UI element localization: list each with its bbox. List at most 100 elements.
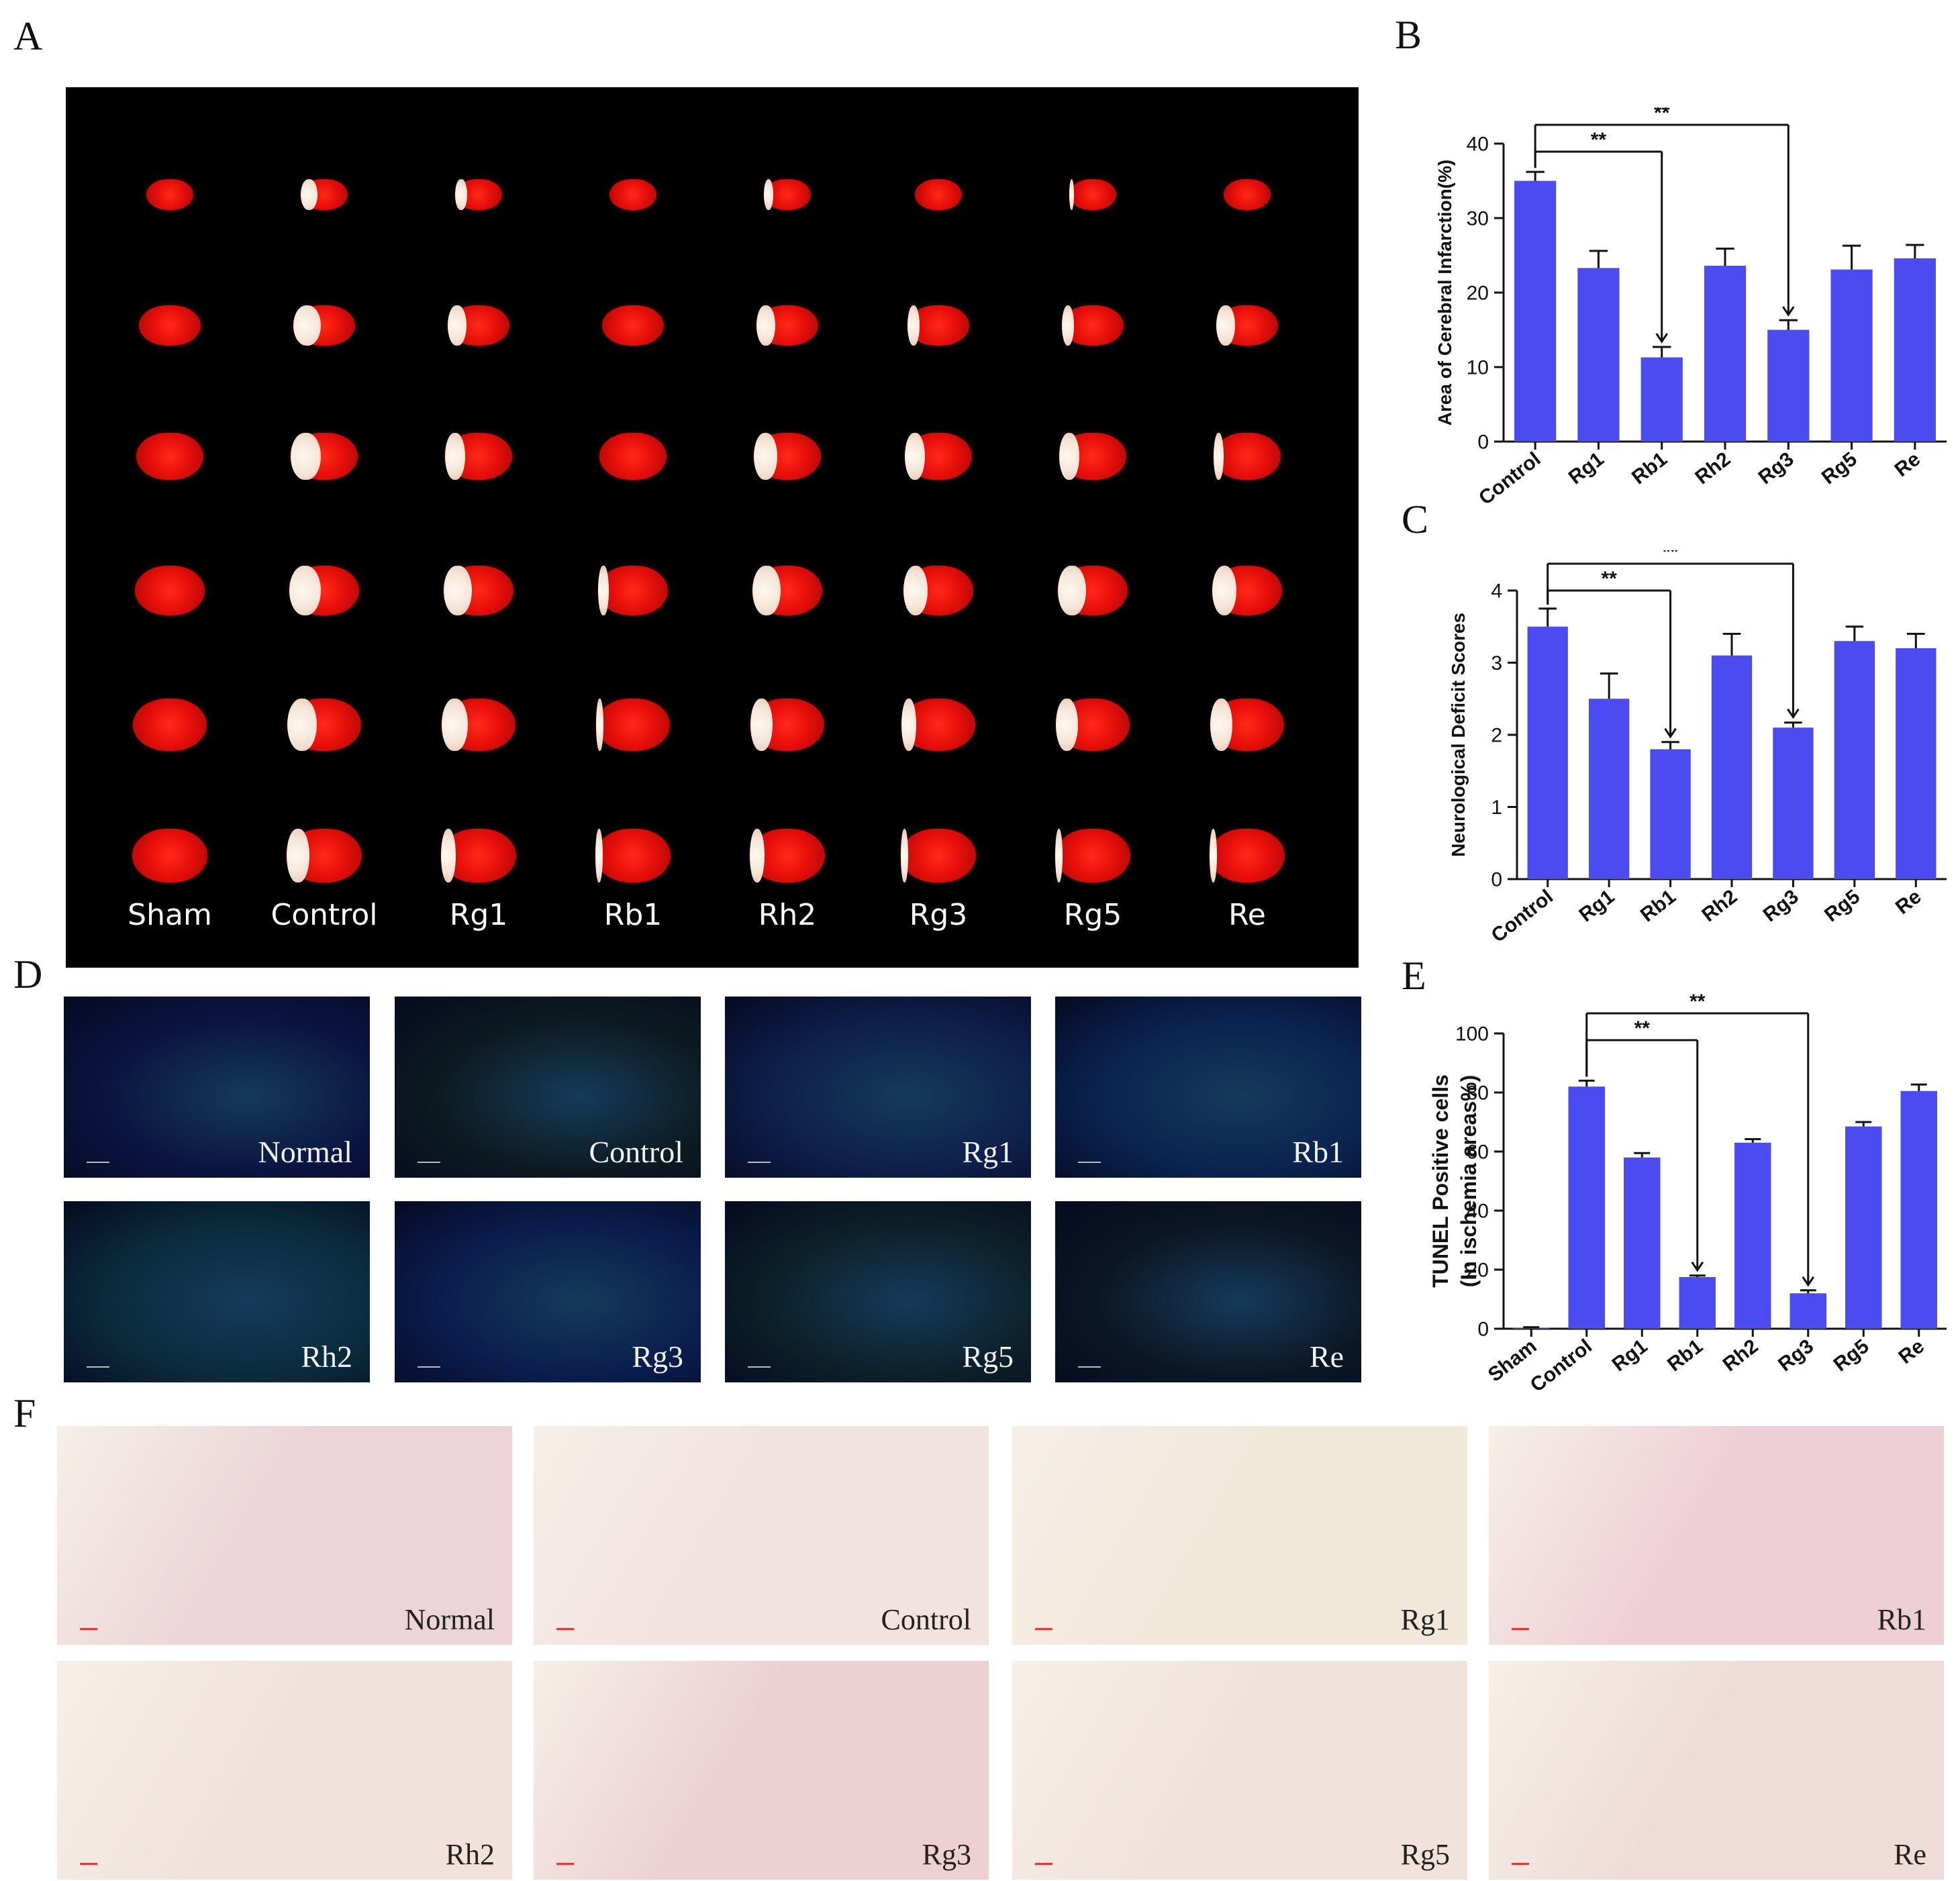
infarct-region: [764, 179, 773, 210]
infarct-region: [901, 699, 916, 751]
ttc-group-label: Rg5: [1063, 898, 1122, 932]
infarct-region: [903, 566, 928, 615]
y-tick-label: 80: [1467, 1082, 1489, 1105]
scale-bar: [1078, 1162, 1101, 1163]
brain-slice: [1216, 305, 1278, 346]
y-tick-label: 20: [1467, 283, 1489, 305]
he_stain-tile: Rg3: [534, 1661, 989, 1880]
bar: [1830, 269, 1873, 442]
brain-slice: [132, 829, 207, 882]
tile-label: Control: [589, 1135, 683, 1169]
brain-slice: [1210, 829, 1285, 882]
brain-slice: [441, 829, 516, 882]
brain-slice: [146, 179, 193, 210]
bracket-arrow: [1655, 333, 1668, 344]
x-tick-label: Rb1: [1628, 448, 1671, 489]
scale-bar: [748, 1162, 771, 1163]
infarct-region: [595, 829, 603, 882]
y-tick-label: 40: [1467, 1201, 1489, 1223]
he_stain-tile: Rg1: [1012, 1426, 1467, 1645]
infarct-region: [905, 433, 925, 480]
y-tick-label: 0: [1477, 431, 1489, 454]
x-tick-label: Re: [1895, 1335, 1929, 1369]
brain-slice: [764, 179, 811, 210]
he_stain-tile: Normal: [57, 1426, 512, 1645]
fluorescence-tile: Rh2: [64, 1201, 370, 1382]
scale-bar: [80, 1628, 97, 1630]
brain-slice: [133, 699, 207, 751]
y-tick-label: 0: [1491, 869, 1502, 891]
infarct-region: [301, 179, 317, 210]
significance-label: **: [1601, 568, 1617, 590]
bar: [1711, 655, 1753, 879]
y-tick-label: 10: [1467, 357, 1489, 379]
brain-slice: [908, 305, 969, 346]
x-tick-label: Rh2: [1719, 1335, 1763, 1376]
tunel-positive-chart: 0 20 40 60 80 100 TUNEL Positive cells (In isch…: [1428, 993, 1947, 1396]
tile-label: Rg3: [922, 1838, 971, 1871]
bar: [1734, 1142, 1771, 1329]
brain-slice: [448, 305, 509, 346]
fluorescence-tile: Rg1: [725, 997, 1031, 1178]
x-tick-label: Rb1: [1663, 1335, 1707, 1376]
ttc-staining-photo: Sham Control Rg1 Rb1 Rh2 Rg3 Rg5 Re: [66, 87, 1359, 968]
bracket-arrow: [1782, 306, 1795, 317]
infarct-region: [1056, 699, 1078, 751]
x-tick-label: Control: [1475, 448, 1545, 510]
brain-slice: [1210, 699, 1284, 751]
he_stain-tile: Rg5: [1012, 1661, 1467, 1880]
infarct-region: [1058, 566, 1086, 615]
panel-letter-e: E: [1402, 954, 1426, 998]
brain-slice: [1055, 829, 1130, 882]
brain-slice: [609, 179, 656, 210]
x-tick-label: Rg3: [1774, 1335, 1818, 1376]
ttc-group-label: Control: [271, 898, 378, 932]
infarct-region: [1210, 829, 1218, 882]
scale-bar: [556, 1628, 574, 1630]
tile-label: Rh2: [445, 1838, 495, 1871]
scale-bar: [748, 1366, 771, 1368]
infarct-region: [901, 829, 909, 882]
brain-slice: [139, 305, 201, 346]
fluorescence-tile: Re: [1055, 1201, 1361, 1382]
bracket-arrow: [1664, 727, 1677, 739]
y-axis-label: Neurological Deficit Scores: [1448, 613, 1469, 857]
significance-label: **: [1634, 1017, 1651, 1039]
tile-label: Control: [881, 1603, 971, 1636]
infarct-region: [596, 699, 603, 751]
infarct-region: [1212, 566, 1237, 615]
scale-bar: [1512, 1628, 1529, 1630]
y-axis-label: TUNEL Positive cells: [1428, 1074, 1453, 1288]
infarct-region: [441, 829, 456, 882]
x-tick-label: Rh2: [1691, 448, 1734, 489]
bar: [1624, 1157, 1661, 1329]
scale-bar: [1512, 1863, 1529, 1865]
brain-slice: [901, 829, 976, 882]
scale-bar: [556, 1863, 574, 1865]
infarct-region: [750, 829, 765, 882]
y-tick-label: 2: [1491, 725, 1502, 747]
significance-label: **: [1689, 993, 1706, 1013]
y-tick-label: 40: [1467, 134, 1489, 156]
infarct-region: [289, 566, 321, 615]
brain-slice: [903, 566, 973, 615]
bar: [1773, 727, 1814, 879]
infarct-region: [1216, 305, 1235, 346]
scale-bar: [1035, 1863, 1052, 1865]
brain-slice: [445, 433, 512, 480]
bar: [1514, 181, 1557, 442]
x-tick-label: Rg3: [1759, 886, 1803, 927]
infarct-region: [1210, 699, 1232, 751]
brain-slice: [1214, 433, 1281, 480]
brain-slice: [287, 699, 361, 751]
brain-slice: [752, 566, 822, 615]
scale-bar: [418, 1162, 440, 1163]
brain-slice: [754, 433, 821, 480]
x-tick-label: Rg5: [1830, 1335, 1873, 1376]
y-tick-label: 4: [1491, 580, 1502, 603]
panel-letter-f: F: [13, 1391, 36, 1435]
infarct-region: [598, 566, 609, 615]
brain-slice: [1069, 179, 1116, 210]
infarct-region: [756, 305, 775, 346]
brain-slice: [289, 566, 359, 615]
